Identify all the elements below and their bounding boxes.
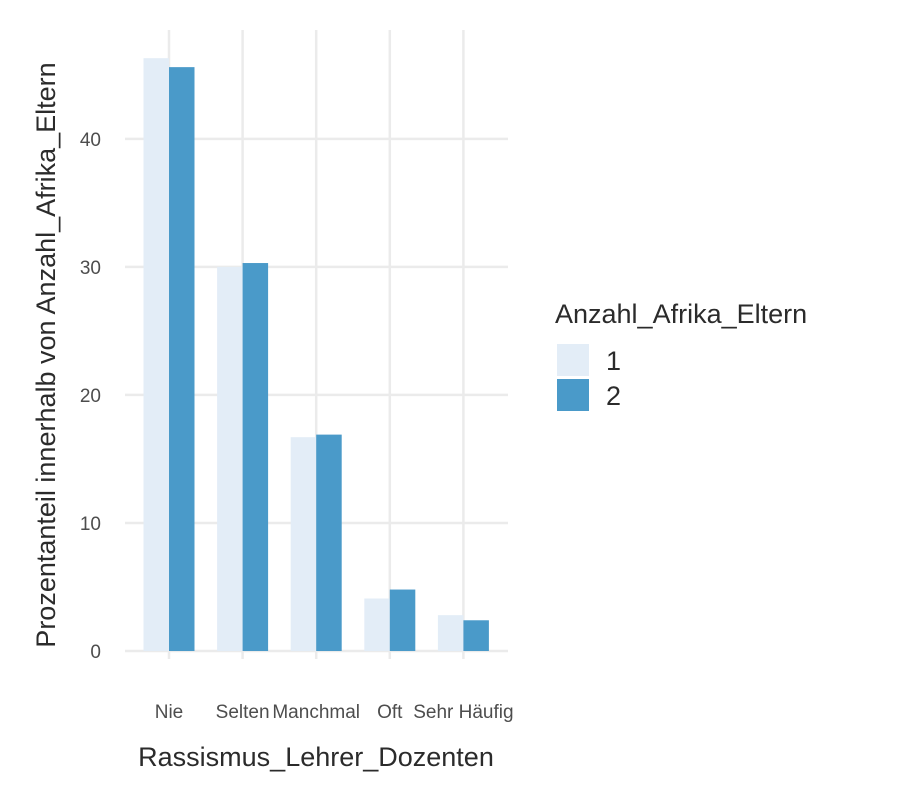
bars — [143, 58, 489, 652]
y-tick-label: 40 — [80, 130, 101, 151]
legend-label: 1 — [606, 346, 621, 376]
x-tick-label: Selten — [216, 702, 270, 723]
bar — [316, 434, 342, 651]
legend-label: 2 — [606, 381, 621, 411]
bar — [217, 266, 243, 651]
x-tick-labels: Nie Selten Manchmal Oft Sehr Häufig — [155, 702, 514, 723]
y-tick-label: 0 — [90, 642, 101, 663]
x-tick-label: Oft — [377, 702, 403, 723]
legend-swatch — [557, 379, 589, 411]
y-tick-label: 20 — [80, 386, 101, 407]
legend-swatch — [557, 344, 589, 376]
y-tick-label: 10 — [80, 514, 101, 535]
legend: Anzahl_Afrika_Eltern 12 — [555, 299, 807, 411]
bar — [389, 589, 416, 651]
bar — [242, 263, 269, 651]
bar — [169, 67, 195, 651]
legend-items: 12 — [557, 344, 621, 411]
y-tick-labels: 0 10 20 30 40 — [80, 130, 101, 663]
x-axis-title: Rassismus_Lehrer_Dozenten — [138, 742, 494, 772]
x-tick-label: Nie — [155, 702, 184, 723]
bar — [364, 598, 390, 651]
bar — [143, 58, 169, 652]
bar — [437, 615, 464, 651]
bar — [290, 437, 317, 651]
x-tick-label: Manchmal — [272, 702, 360, 723]
legend-title: Anzahl_Afrika_Eltern — [555, 299, 807, 329]
y-tick-label: 30 — [80, 258, 101, 279]
x-tick-label: Sehr Häufig — [413, 702, 513, 723]
bar — [463, 620, 489, 651]
y-axis-title: Prozentanteil innerhalb von Anzahl_Afrik… — [31, 62, 61, 647]
